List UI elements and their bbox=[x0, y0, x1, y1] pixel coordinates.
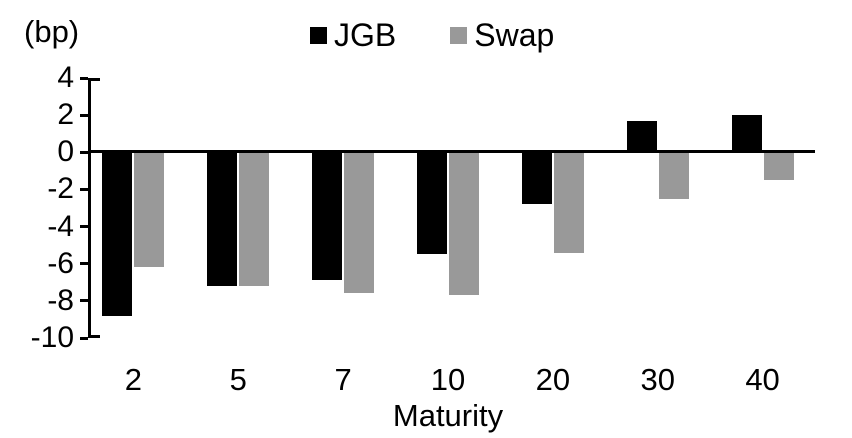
bar-jgb-2 bbox=[102, 152, 133, 316]
x-axis-tick-label: 40 bbox=[745, 362, 780, 397]
x-axis-tick-label: 7 bbox=[334, 362, 352, 397]
y-axis-tick bbox=[80, 113, 88, 117]
legend: JGB Swap bbox=[310, 18, 554, 52]
swap-legend-label: Swap bbox=[474, 17, 555, 53]
zero-gridline bbox=[88, 150, 815, 153]
y-axis-top-cap bbox=[88, 78, 100, 81]
legend-item-jgb: JGB bbox=[310, 18, 396, 52]
y-axis-tick-label: -4 bbox=[47, 209, 74, 243]
plot-area bbox=[81, 78, 815, 338]
y-axis-tick bbox=[80, 225, 88, 229]
bar-jgb-7 bbox=[312, 152, 343, 281]
bar-swap-20 bbox=[553, 152, 584, 253]
bar-jgb-30 bbox=[626, 120, 657, 153]
bar-jgb-40 bbox=[731, 115, 762, 153]
bar-swap-30 bbox=[658, 152, 689, 199]
y-axis-tick bbox=[80, 336, 88, 340]
bar-jgb-10 bbox=[417, 152, 447, 255]
legend-item-swap: Swap bbox=[450, 18, 554, 52]
y-axis-tick-label: 2 bbox=[57, 98, 74, 132]
bar-jgb-5 bbox=[207, 152, 238, 286]
x-axis-tick-label: 30 bbox=[640, 362, 675, 397]
y-axis-tick-label: -8 bbox=[47, 283, 74, 317]
x-axis-tick-label: 10 bbox=[430, 362, 466, 397]
y-axis-line bbox=[88, 78, 91, 338]
y-axis-bottom-cap bbox=[88, 335, 100, 338]
y-axis-tick-label: 4 bbox=[57, 61, 74, 94]
jgb-legend-label: JGB bbox=[334, 17, 397, 53]
x-axis-tick-label: 20 bbox=[535, 362, 571, 397]
y-axis-tick bbox=[80, 187, 88, 191]
swap-legend-swatch-icon bbox=[450, 26, 468, 44]
bar-jgb-20 bbox=[521, 152, 552, 205]
y-axis-tick bbox=[80, 150, 88, 154]
bar-swap-2 bbox=[134, 152, 165, 268]
y-axis-tick bbox=[80, 262, 88, 266]
bar-swap-10 bbox=[449, 152, 479, 296]
x-axis-tick-label: 2 bbox=[124, 362, 143, 397]
x-axis-tick-label: 5 bbox=[229, 362, 247, 397]
bar-swap-40 bbox=[763, 152, 794, 181]
y-axis-tick-label: -2 bbox=[47, 172, 74, 206]
y-axis-tick bbox=[80, 299, 88, 303]
x-axis-title: Maturity bbox=[392, 398, 504, 433]
bar-swap-7 bbox=[344, 152, 375, 294]
bar-swap-5 bbox=[239, 152, 270, 286]
y-axis-tick bbox=[80, 76, 88, 80]
y-axis-tick-label: 0 bbox=[57, 135, 74, 169]
y-axis-unit-label: (bp) bbox=[24, 14, 80, 49]
y-axis-tick-label: -10 bbox=[30, 321, 74, 354]
y-axis-tick-label: -6 bbox=[47, 246, 74, 280]
jgb-legend-swatch-icon bbox=[310, 26, 327, 44]
